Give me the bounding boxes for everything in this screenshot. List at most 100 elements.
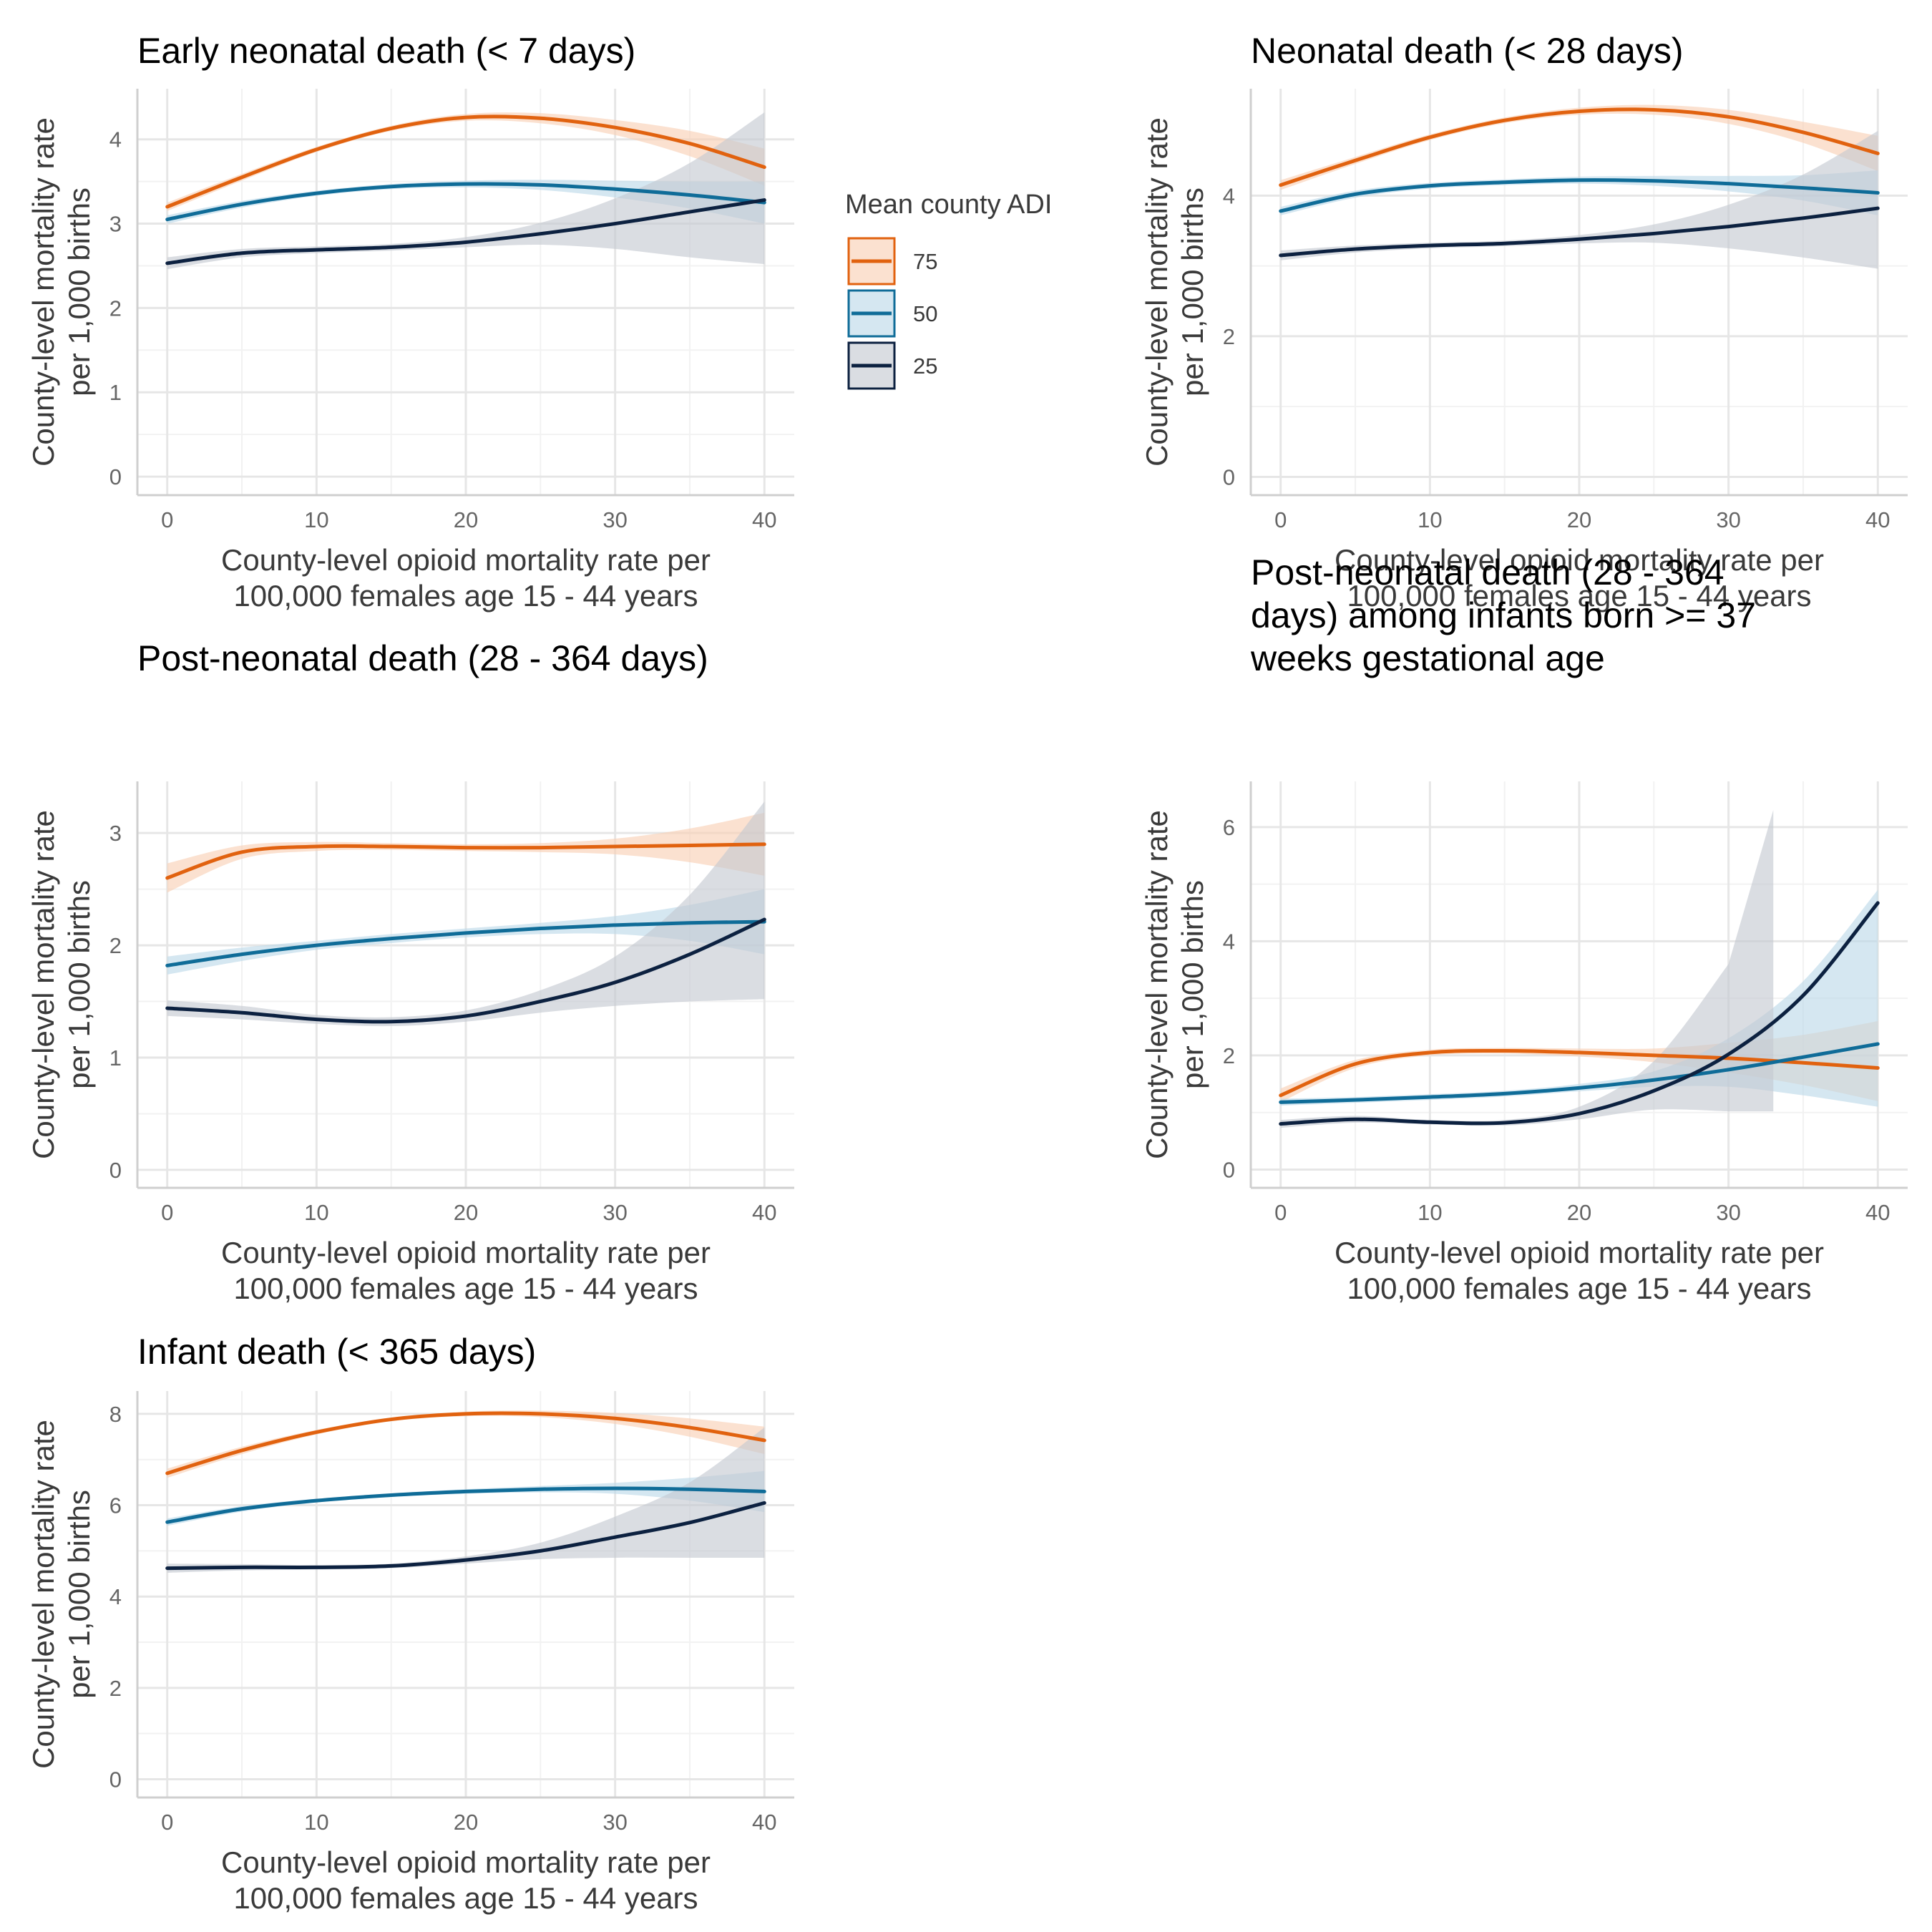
series-line-adi-25 <box>165 1501 766 1571</box>
chart-panel-3: 0 10 20 30 40 0 1 2 3 Post-neonatal death (28 - 3… <box>26 638 794 1305</box>
x-tick-label: 30 <box>602 1200 627 1225</box>
y-tick-label: 8 <box>109 1402 122 1427</box>
panel-title: Early neonatal death (< 7 days) <box>137 31 635 71</box>
x-axis-label: County-level opioid mortality rate per <box>221 1845 711 1879</box>
y-tick-label: 2 <box>1223 1043 1235 1068</box>
x-tick-label: 20 <box>454 1810 478 1835</box>
grid <box>1251 89 1908 495</box>
y-tick-label: 2 <box>109 1676 122 1701</box>
panel-title: Neonatal death (< 28 days) <box>1251 31 1684 71</box>
series-line-adi-75 <box>165 114 766 209</box>
x-axis-label: 100,000 females age 15 - 44 years <box>233 579 698 613</box>
x-tick-label: 20 <box>454 1200 478 1225</box>
x-tick-label: 40 <box>752 1810 776 1835</box>
series-line-adi-25 <box>165 198 766 265</box>
y-tick-label: 2 <box>109 296 122 321</box>
y-tick-label: 3 <box>109 212 122 237</box>
x-axis-label: 100,000 females age 15 - 44 years <box>1347 579 1811 613</box>
x-tick-label: 0 <box>1274 1200 1287 1225</box>
x-tick-label: 30 <box>1716 507 1740 532</box>
grid <box>137 89 794 495</box>
y-axis-label: County-level mortality rate <box>1140 117 1174 467</box>
y-axis-label: County-level mortality rate <box>1140 810 1174 1159</box>
y-tick-label: 4 <box>109 1584 122 1609</box>
legend: Mean county ADI 75 50 25 <box>845 190 1052 390</box>
y-axis-label: County-level mortality rate <box>26 1420 60 1769</box>
x-tick-label: 10 <box>1418 507 1442 532</box>
legend-item-adi-50: 50 <box>847 289 937 338</box>
ci-ribbon-adi-25 <box>167 112 765 270</box>
x-axis-label: 100,000 females age 15 - 44 years <box>233 1881 698 1915</box>
y-tick-label: 0 <box>1223 1157 1235 1182</box>
x-tick-label: 20 <box>454 507 478 532</box>
panel-title: Post-neonatal death (28 - 364 days) <box>137 638 708 678</box>
series-line-adi-50 <box>1279 1042 1880 1104</box>
x-axis-label: County-level opioid mortality rate per <box>221 543 711 577</box>
x-tick-label: 40 <box>1865 1200 1890 1225</box>
y-tick-label: 0 <box>109 1767 122 1792</box>
plot-area <box>1279 809 1880 1128</box>
series-line-adi-50 <box>165 919 766 967</box>
x-tick-label: 40 <box>1865 507 1890 532</box>
y-axis-label: per 1,000 births <box>62 187 96 396</box>
series-line-adi-25 <box>1279 901 1880 1126</box>
plot-area <box>165 112 766 270</box>
chart-panel-4: 0 10 20 30 40 0 2 4 6 Post-neonatal death (28 - 3… <box>1140 552 1908 1305</box>
legend-item-adi-25: 25 <box>847 341 937 390</box>
y-tick-label: 2 <box>1223 324 1235 349</box>
series-line-adi-50 <box>165 182 766 222</box>
panel-title: Infant death (< 365 days) <box>137 1332 536 1372</box>
x-tick-label: 10 <box>304 507 328 532</box>
y-axis-label: per 1,000 births <box>1176 187 1209 396</box>
x-tick-label: 30 <box>1716 1200 1740 1225</box>
chart-panel-1: 0 10 20 30 40 0 1 2 3 4 Early neonatal death (< 7 … <box>26 31 794 613</box>
legend-label: 50 <box>913 301 937 326</box>
panel-title: weeks gestational age <box>1250 638 1605 678</box>
x-tick-label: 10 <box>304 1810 328 1835</box>
y-tick-label: 6 <box>1223 815 1235 840</box>
y-axis-label: per 1,000 births <box>62 1490 96 1699</box>
ci-ribbon-adi-25 <box>1280 809 1774 1128</box>
x-tick-label: 20 <box>1567 1200 1591 1225</box>
panel-title: Post-neonatal death (28 - 364 <box>1251 552 1724 592</box>
plot-area <box>165 1410 766 1573</box>
y-tick-label: 3 <box>109 821 122 846</box>
ci-ribbon-adi-50 <box>167 1470 765 1526</box>
panel-title: days) among infants born >= 37 <box>1251 595 1756 635</box>
x-tick-label: 0 <box>161 507 173 532</box>
y-axis-label: County-level mortality rate <box>26 117 60 467</box>
series-line-adi-50 <box>1279 178 1880 213</box>
ci-ribbon-adi-25 <box>1280 130 1878 269</box>
x-axis-label: County-level opioid mortality rate per <box>1335 543 1824 577</box>
legend-label: 25 <box>913 353 937 379</box>
ci-ribbon-adi-50 <box>1280 170 1878 215</box>
ci-ribbon-adi-75 <box>167 812 765 893</box>
ci-ribbon-adi-25 <box>167 801 765 1027</box>
series-line-adi-75 <box>165 1411 766 1475</box>
x-axis-label: 100,000 females age 15 - 44 years <box>1347 1272 1811 1305</box>
y-axis-label: per 1,000 births <box>1176 880 1209 1089</box>
x-tick-label: 40 <box>752 1200 776 1225</box>
y-tick-label: 1 <box>109 1045 122 1070</box>
series-line-adi-75 <box>165 842 766 880</box>
chart-panel-5: 0 10 20 30 40 0 2 4 6 8 Infant death (< 365 days) C… <box>26 1332 794 1915</box>
y-tick-label: 0 <box>109 1158 122 1183</box>
x-tick-label: 20 <box>1567 507 1591 532</box>
x-tick-label: 30 <box>602 1810 627 1835</box>
y-tick-label: 1 <box>109 380 122 405</box>
x-tick-label: 30 <box>602 507 627 532</box>
y-tick-label: 0 <box>109 464 122 489</box>
series-line-adi-75 <box>1279 107 1880 187</box>
x-axis-label: County-level opioid mortality rate per <box>1335 1236 1824 1269</box>
x-tick-label: 10 <box>304 1200 328 1225</box>
legend-item-adi-75: 75 <box>847 237 937 286</box>
legend-label: 75 <box>913 249 937 274</box>
y-tick-label: 0 <box>1223 464 1235 489</box>
series-line-adi-25 <box>1279 206 1880 258</box>
plot-area <box>1279 104 1880 269</box>
y-tick-label: 2 <box>109 933 122 958</box>
y-tick-label: 4 <box>1223 183 1235 208</box>
x-tick-label: 0 <box>161 1810 173 1835</box>
